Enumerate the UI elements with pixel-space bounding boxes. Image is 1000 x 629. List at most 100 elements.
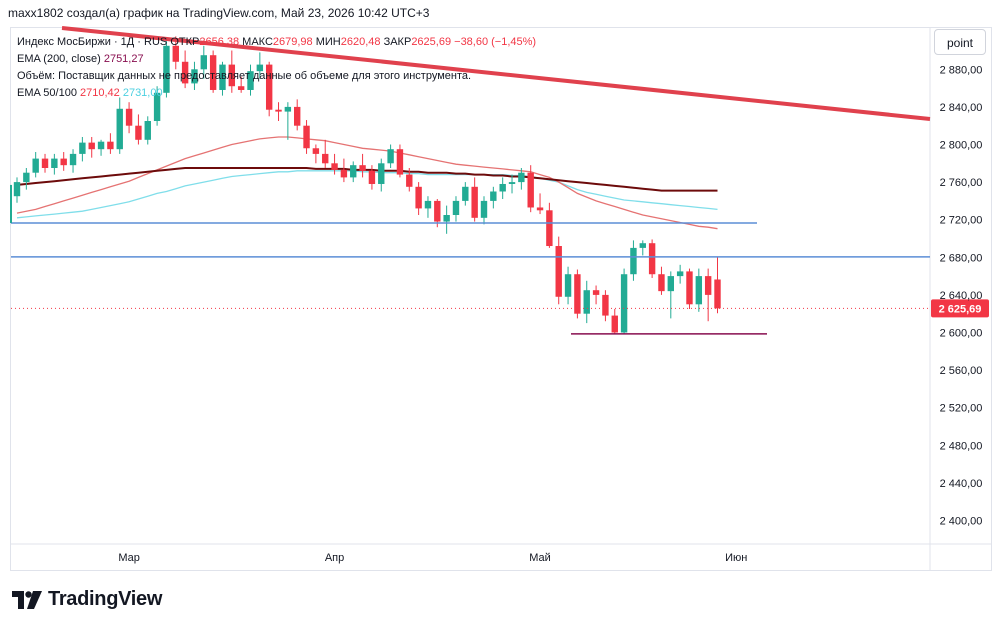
candle-body [415, 186, 422, 209]
candle-body [209, 55, 217, 90]
candle-body [368, 170, 376, 184]
candle [527, 165, 534, 213]
candle-body [658, 274, 665, 292]
candle [452, 196, 460, 222]
candle-body [340, 169, 348, 178]
candle [144, 116, 151, 145]
candle [620, 268, 628, 335]
candle [546, 202, 553, 248]
chart-legend: Индекс МосБиржи · 1Д · RUS ОТКР2656,38 М… [17, 34, 536, 102]
candle-body [452, 200, 460, 215]
candle-body [41, 158, 49, 168]
candle [471, 177, 478, 222]
open-value: 2656,38 [199, 36, 240, 48]
candle [51, 153, 58, 175]
candle-body [13, 182, 21, 197]
candle [714, 257, 721, 314]
candle [265, 61, 273, 117]
candle [79, 136, 86, 162]
candle [116, 97, 123, 154]
candle [60, 152, 67, 171]
x-tick-label: Май [529, 552, 551, 564]
candle [41, 153, 49, 173]
candle [135, 114, 142, 145]
candle-body [181, 61, 189, 84]
candle-body [350, 165, 357, 178]
candle-body [23, 172, 30, 183]
chart-frame [10, 27, 992, 571]
candle [294, 99, 301, 131]
candle [125, 102, 133, 134]
ema200-value: 2751,27 [103, 53, 144, 65]
y-tick-label: 2 520,00 [940, 403, 983, 415]
candle-body [639, 243, 646, 248]
candle [490, 186, 497, 209]
x-tick-label: Апр [325, 552, 344, 564]
candle [88, 136, 95, 158]
candle-body [191, 69, 198, 84]
candle [284, 102, 292, 140]
candle [480, 196, 488, 225]
candle [247, 64, 254, 96]
high-value: 2679,98 [272, 36, 313, 48]
candle [658, 266, 665, 295]
candle [312, 144, 320, 164]
candle-body [611, 315, 618, 333]
candle [424, 196, 432, 218]
candle-body [555, 246, 562, 297]
candle [462, 182, 469, 206]
candle [237, 76, 245, 93]
legend-volume-row: Объём: Поставщик данных не предоставляет… [17, 70, 472, 82]
candle-body [294, 106, 301, 126]
candle [97, 139, 105, 156]
candle [368, 165, 376, 190]
x-tick-label: Июн [725, 552, 747, 564]
candle-body [574, 274, 581, 314]
y-tick-label: 2 800,00 [940, 140, 983, 152]
candle-body [275, 109, 282, 112]
candle-body [359, 165, 366, 171]
candle [695, 268, 703, 312]
candle [686, 268, 693, 309]
close-label: ЗАКР [383, 36, 412, 48]
candle-body [443, 215, 450, 222]
scale-mode-button[interactable]: point [934, 29, 986, 55]
last-price-badge [931, 299, 989, 318]
y-tick-label: 2 480,00 [940, 440, 983, 452]
candle-body [144, 121, 151, 140]
candle-body [648, 243, 656, 275]
tradingview-logo[interactable]: TradingView [12, 588, 162, 611]
candle [630, 240, 637, 281]
candle-body [125, 108, 133, 126]
candle-body [116, 108, 123, 150]
candle-body [695, 276, 703, 305]
candle [340, 158, 348, 183]
candle-body [387, 149, 394, 164]
candle-body [284, 106, 292, 112]
candle-body [546, 210, 553, 247]
ema50-line [16, 136, 718, 230]
candle-body [396, 149, 404, 175]
candle [602, 290, 609, 322]
candle [704, 268, 712, 322]
candle [648, 239, 656, 278]
candle-body [237, 86, 245, 90]
candle [592, 285, 600, 305]
x-tick-label: Мар [118, 552, 140, 564]
candle-body [303, 125, 310, 149]
candle-body [583, 290, 590, 314]
candle [555, 236, 562, 305]
candle [303, 120, 310, 154]
candle [200, 45, 207, 79]
brand-name: TradingView [48, 588, 163, 610]
low-label: МИН [315, 36, 341, 48]
candle [191, 61, 198, 90]
candle-body [32, 158, 39, 173]
candle [667, 271, 674, 319]
candle [219, 61, 226, 96]
last-price-label: 2 625,69 [939, 303, 982, 315]
tradingview-logo-icon [12, 590, 42, 609]
candle [181, 50, 189, 89]
candle-body [60, 158, 67, 166]
